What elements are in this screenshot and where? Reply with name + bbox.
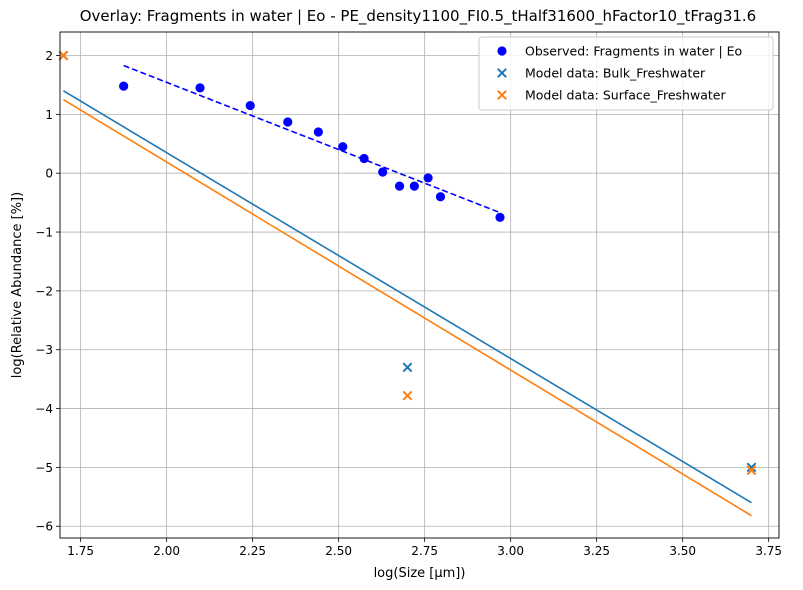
model-data-point [402, 362, 413, 373]
observed-data-point [378, 167, 388, 177]
legend-box [478, 36, 774, 111]
observed-data-point [283, 117, 293, 127]
y-axis-label: log(Relative Abundance [%]) [10, 192, 25, 378]
x-tick-label: 2.75 [411, 544, 438, 558]
legend-label: Model data: Bulk_Freshwater [525, 66, 706, 81]
y-tick-label: −4 [35, 402, 53, 416]
legend-entry: Model data: Surface_Freshwater [497, 88, 726, 103]
y-tick-label: −6 [35, 520, 53, 534]
model-fit-line [63, 98, 752, 517]
model-fit-line [63, 90, 752, 504]
x-tick-label: 3.50 [669, 544, 696, 558]
y-tick-label: −3 [35, 343, 53, 357]
x-tick-label: 2.00 [153, 544, 180, 558]
axes-frame [59, 31, 780, 539]
observed-data-point [394, 181, 405, 191]
model-data-point [746, 465, 757, 476]
x-tick-label: 2.50 [325, 544, 352, 558]
model-data-point [402, 390, 413, 401]
observed-data-point [245, 100, 255, 111]
x-tick-label: 3.00 [497, 544, 524, 558]
observed-data-point [119, 81, 129, 91]
y-axis-ticks: −6 −5 −4 −3 −2 −1 0 1 2 [35, 49, 60, 534]
y-tick-label: 0 [45, 167, 53, 181]
observed-data-point [313, 127, 323, 137]
y-tick-label: 2 [45, 49, 53, 63]
y-tick-label: 1 [45, 108, 53, 122]
observed-data-point [423, 173, 433, 183]
model-data-point [746, 462, 757, 473]
x-axis-label: log(Size [µm]) [374, 566, 466, 581]
x-tick-label: 1.75 [67, 544, 94, 558]
y-tick-label: −1 [35, 226, 53, 240]
legend-entry: Model data: Bulk_Freshwater [497, 66, 706, 81]
x-axis-ticks: 1.75 2.00 2.25 2.50 2.75 3.00 3.25 3.50 3.75 [67, 538, 782, 558]
plot-points [58, 50, 757, 476]
observed-data-point [409, 181, 419, 191]
y-tick-label: −2 [35, 284, 53, 298]
legend-entry: Observed: Fragments in water | Eo [497, 44, 742, 59]
legend-marker [497, 90, 507, 100]
observed-data-point [338, 142, 348, 152]
legend: Observed: Fragments in water | Eo Model d… [478, 36, 774, 111]
legend-label: Observed: Fragments in water | Eo [525, 44, 742, 59]
observed-data-point [435, 192, 446, 202]
x-tick-label: 3.25 [583, 544, 610, 558]
observed-data-point [495, 212, 505, 222]
legend-marker [497, 46, 507, 56]
model-data-point [58, 50, 69, 61]
observed-fit-line [123, 64, 501, 214]
chart-title: Overlay: Fragments in water | Eo - PE_de… [80, 7, 756, 26]
plot-lines [63, 64, 752, 517]
x-tick-label: 2.25 [239, 544, 266, 558]
y-tick-label: −5 [35, 461, 53, 475]
observed-data-point [195, 83, 205, 93]
legend-label: Model data: Surface_Freshwater [525, 88, 726, 103]
legend-marker [497, 68, 507, 78]
x-tick-label: 3.75 [755, 544, 782, 558]
observed-data-point [359, 153, 369, 164]
